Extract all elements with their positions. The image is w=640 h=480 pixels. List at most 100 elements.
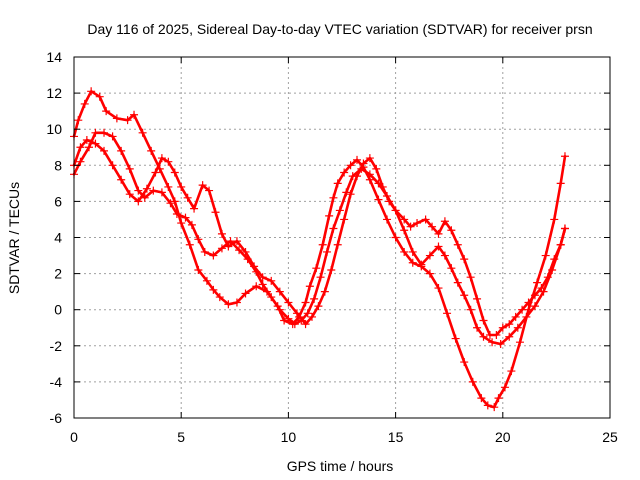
y-tick-label: 8 [54, 157, 62, 173]
plot-area [70, 87, 569, 412]
data-point [76, 143, 85, 152]
data-point [224, 300, 233, 309]
data-point [183, 193, 192, 202]
data-point [408, 247, 417, 256]
data-point [157, 188, 166, 197]
data-point [556, 179, 565, 188]
data-point [359, 159, 368, 168]
data-point [365, 170, 374, 179]
data-point [303, 309, 312, 318]
data-point [82, 136, 91, 145]
data-point [301, 320, 310, 329]
data-point [460, 358, 469, 367]
data-point [530, 291, 539, 300]
x-axis-title: GPS time / hours [287, 458, 394, 474]
data-point [76, 157, 85, 166]
data-point [453, 278, 462, 287]
data-point [194, 235, 203, 244]
data-point [194, 265, 203, 274]
data-point [511, 312, 520, 321]
data-point [533, 278, 542, 287]
data-point [123, 116, 132, 125]
data-point [391, 233, 400, 242]
data-point [166, 199, 175, 208]
x-tick-label: 25 [602, 429, 618, 445]
data-point [151, 168, 160, 177]
data-point [434, 242, 443, 251]
data-point [488, 338, 497, 347]
data-point [460, 291, 469, 300]
data-point [325, 211, 334, 220]
data-point [209, 251, 218, 260]
series-track-b [70, 128, 569, 348]
data-point [147, 146, 156, 155]
data-point [74, 116, 83, 125]
data-point [108, 161, 117, 170]
data-point [447, 264, 456, 273]
data-point [190, 204, 199, 213]
data-point [172, 210, 181, 219]
y-axis-title: SDTVAR / TECUs [6, 182, 22, 294]
data-point [301, 298, 310, 307]
data-point [318, 240, 327, 249]
data-point [560, 224, 569, 233]
data-point [275, 287, 284, 296]
data-point [80, 99, 89, 108]
data-point [112, 114, 121, 123]
data-point [340, 168, 349, 177]
data-point [494, 394, 503, 403]
data-point [440, 251, 449, 260]
data-point [125, 190, 134, 199]
y-tick-label: -4 [50, 374, 63, 390]
data-point [479, 332, 488, 341]
series-track-c [70, 136, 569, 339]
x-tick-label: 20 [495, 429, 511, 445]
data-point [252, 282, 261, 291]
data-point [383, 215, 392, 224]
data-point [550, 215, 559, 224]
y-tick-label: 0 [54, 302, 62, 318]
data-point [149, 186, 158, 195]
data-point [340, 215, 349, 224]
data-point [329, 224, 338, 233]
data-point [477, 394, 486, 403]
data-point [378, 182, 387, 191]
data-point [507, 367, 516, 376]
y-tick-label: -2 [50, 338, 63, 354]
data-point [185, 240, 194, 249]
data-point [100, 146, 109, 155]
data-point [479, 316, 488, 325]
data-point [353, 155, 362, 164]
data-point [417, 260, 426, 269]
data-point [290, 320, 299, 329]
data-point [205, 186, 214, 195]
data-point [250, 262, 259, 271]
data-point [85, 143, 94, 152]
data-point [543, 273, 552, 282]
data-point [496, 339, 505, 348]
data-point [556, 240, 565, 249]
y-tick-label: 2 [54, 266, 62, 282]
y-tick-label: 14 [46, 49, 62, 65]
data-point [434, 284, 443, 293]
data-point [267, 276, 276, 285]
data-point [537, 284, 546, 293]
data-point [408, 258, 417, 267]
data-point [305, 282, 314, 291]
data-point [413, 219, 422, 228]
data-point [241, 247, 250, 256]
x-tick-label: 10 [281, 429, 297, 445]
data-point [91, 128, 100, 137]
data-point [522, 312, 531, 321]
data-point [466, 305, 475, 314]
data-point [134, 197, 143, 206]
data-point [353, 172, 362, 181]
data-point [513, 323, 522, 332]
data-point [307, 312, 316, 321]
data-point [284, 314, 293, 323]
data-point [130, 110, 139, 119]
data-point [518, 305, 527, 314]
data-point [335, 206, 344, 215]
data-point [108, 132, 117, 141]
